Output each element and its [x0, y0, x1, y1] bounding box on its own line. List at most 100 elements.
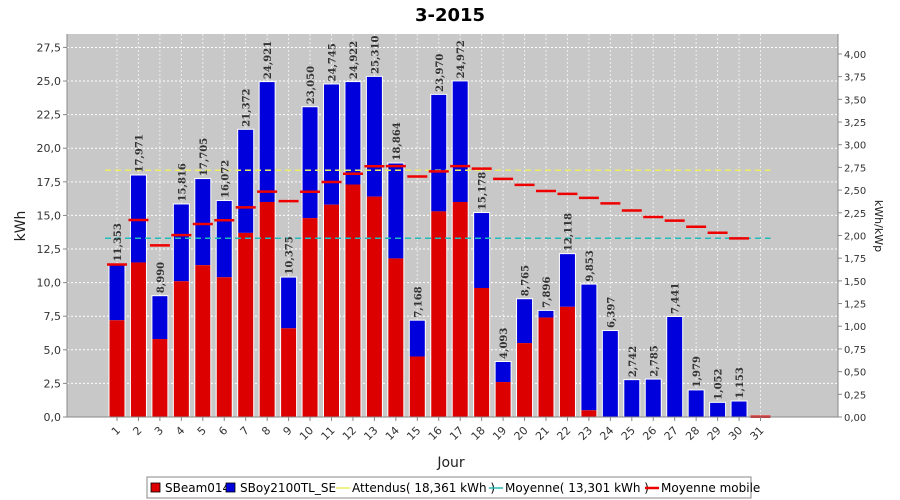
value-label: 23,050	[306, 66, 317, 104]
bar-segment-sbeam	[581, 410, 597, 417]
y2-tick-label: 1,75	[844, 254, 866, 265]
legend-label: SBoy2100TL_SE	[240, 481, 336, 495]
bar-segment-sboy	[688, 390, 704, 417]
bar-segment-sboy	[324, 84, 339, 205]
bar-segment-sbeam	[195, 265, 211, 417]
value-label: 15,178	[478, 172, 489, 210]
y2-tick-label: 3,50	[844, 95, 866, 106]
bar-segment-sbeam	[538, 317, 554, 417]
bar-segment-sbeam	[152, 339, 168, 417]
y-tick-label: 10,0	[37, 277, 62, 290]
y-tick-label: 12,5	[37, 243, 62, 256]
value-label: 17,971	[134, 134, 145, 172]
bar-segment-sboy	[173, 204, 189, 282]
value-label: 8,765	[521, 265, 532, 296]
y2-tick-label: 1,25	[844, 300, 866, 311]
bar-segment-sboy	[431, 94, 447, 212]
bar-segment-sboy	[388, 163, 404, 259]
legend-label: Attendus( 18,361 kWh )	[352, 481, 495, 495]
bar-segment-sbeam	[474, 287, 490, 417]
bar-segment-sboy	[366, 76, 382, 197]
y2-tick-label: 0,75	[844, 345, 866, 356]
legend-label: Moyenne( 13,301 kWh )	[505, 481, 649, 495]
value-label: 24,972	[456, 40, 467, 78]
bar-segment-sboy	[238, 129, 254, 233]
y2-tick-label: 2,25	[844, 209, 866, 220]
bar-segment-sboy	[216, 201, 232, 278]
value-label: 21,372	[242, 88, 253, 126]
bar-segment-sbeam	[324, 204, 339, 417]
bar-segment-sbeam	[431, 211, 447, 417]
bar-segment-sboy	[281, 277, 297, 329]
y-tick-label: 22,5	[37, 109, 62, 122]
bar-segment-sboy	[452, 81, 468, 202]
value-label: 7,168	[413, 286, 424, 317]
bar-segment-sbeam	[302, 218, 318, 417]
value-label: 15,816	[177, 163, 188, 201]
value-label: 18,864	[392, 122, 403, 160]
value-label: 24,921	[263, 41, 274, 79]
y-tick-label: 15,0	[37, 209, 62, 222]
bar-segment-sbeam	[495, 382, 511, 417]
legend-label: SBeam014	[165, 481, 230, 495]
y2-tick-label: 0,00	[844, 413, 866, 424]
y2-tick-label: 0,25	[844, 390, 866, 401]
value-label: 8,990	[156, 262, 167, 293]
bar-segment-sboy	[559, 254, 575, 307]
legend-swatch	[225, 482, 236, 493]
y-tick-label: 7,5	[44, 310, 62, 323]
bar-segment-sbeam	[559, 306, 575, 417]
bar-segment-sboy	[259, 82, 275, 202]
value-label: 16,072	[220, 160, 231, 198]
bar-segment-sbeam	[238, 232, 254, 417]
bar-segment-sbeam	[517, 343, 533, 417]
bar-segment-sbeam	[173, 281, 189, 417]
y2-tick-label: 2,50	[844, 186, 866, 197]
legend-label: Moyenne mobile	[661, 481, 760, 495]
bar-segment-sbeam	[366, 196, 382, 417]
bar-segment-sbeam	[109, 320, 125, 417]
bar-segment-sbeam	[259, 201, 275, 417]
value-label: 1,052	[714, 369, 725, 400]
bar-segment-sbeam	[452, 201, 468, 417]
bar-segment-sboy	[409, 320, 425, 357]
bar-segment-sbeam	[281, 328, 297, 417]
legend-swatch	[150, 482, 161, 493]
bar-segment-sboy	[517, 299, 533, 344]
y2-tick-label: 1,50	[844, 277, 866, 288]
bar-segment-sboy	[710, 402, 726, 417]
value-label: 1,979	[692, 356, 703, 387]
y2-tick-label: 4,00	[844, 50, 866, 61]
value-label: 12,118	[563, 213, 574, 251]
y2-axis-title: kWh/kWp	[872, 200, 885, 252]
bar-segment-sbeam	[345, 184, 361, 417]
y-axis-title: kWh	[13, 211, 29, 242]
bar-segment-sboy	[474, 213, 490, 288]
bar-segment-sboy	[345, 82, 361, 185]
y2-tick-label: 0,50	[844, 368, 866, 379]
bar-segment-sboy	[152, 296, 168, 340]
bar-segment-sboy	[538, 310, 554, 318]
value-labels: 11,353 17,971 8,990 15,816 17,705 16,072 21,37…	[113, 36, 746, 400]
y2-tick-label: 2,00	[844, 231, 866, 242]
legend-box	[146, 476, 752, 499]
bar-segment-sbeam	[130, 262, 146, 417]
value-label: 10,375	[285, 236, 296, 274]
y-tick-label: 17,5	[37, 176, 62, 189]
bar-segment-sboy	[109, 264, 125, 321]
bar-segment-sboy	[581, 284, 597, 411]
value-label: 25,310	[370, 36, 381, 74]
bar-segment-sbeam	[388, 258, 404, 417]
y2-tick-label: 1,00	[844, 322, 866, 333]
value-label: 9,853	[585, 250, 596, 281]
value-label: 24,922	[349, 41, 360, 79]
bar-segment-sbeam	[216, 277, 232, 417]
value-label: 2,785	[649, 345, 660, 376]
y-tick-label: 27,5	[37, 41, 62, 54]
bars	[108, 75, 748, 418]
bar-segment-sboy	[645, 379, 661, 417]
y-tick-label: 25,0	[37, 75, 62, 88]
bar-segment-sboy	[195, 179, 211, 266]
y-tick-label: 2,5	[44, 377, 62, 390]
